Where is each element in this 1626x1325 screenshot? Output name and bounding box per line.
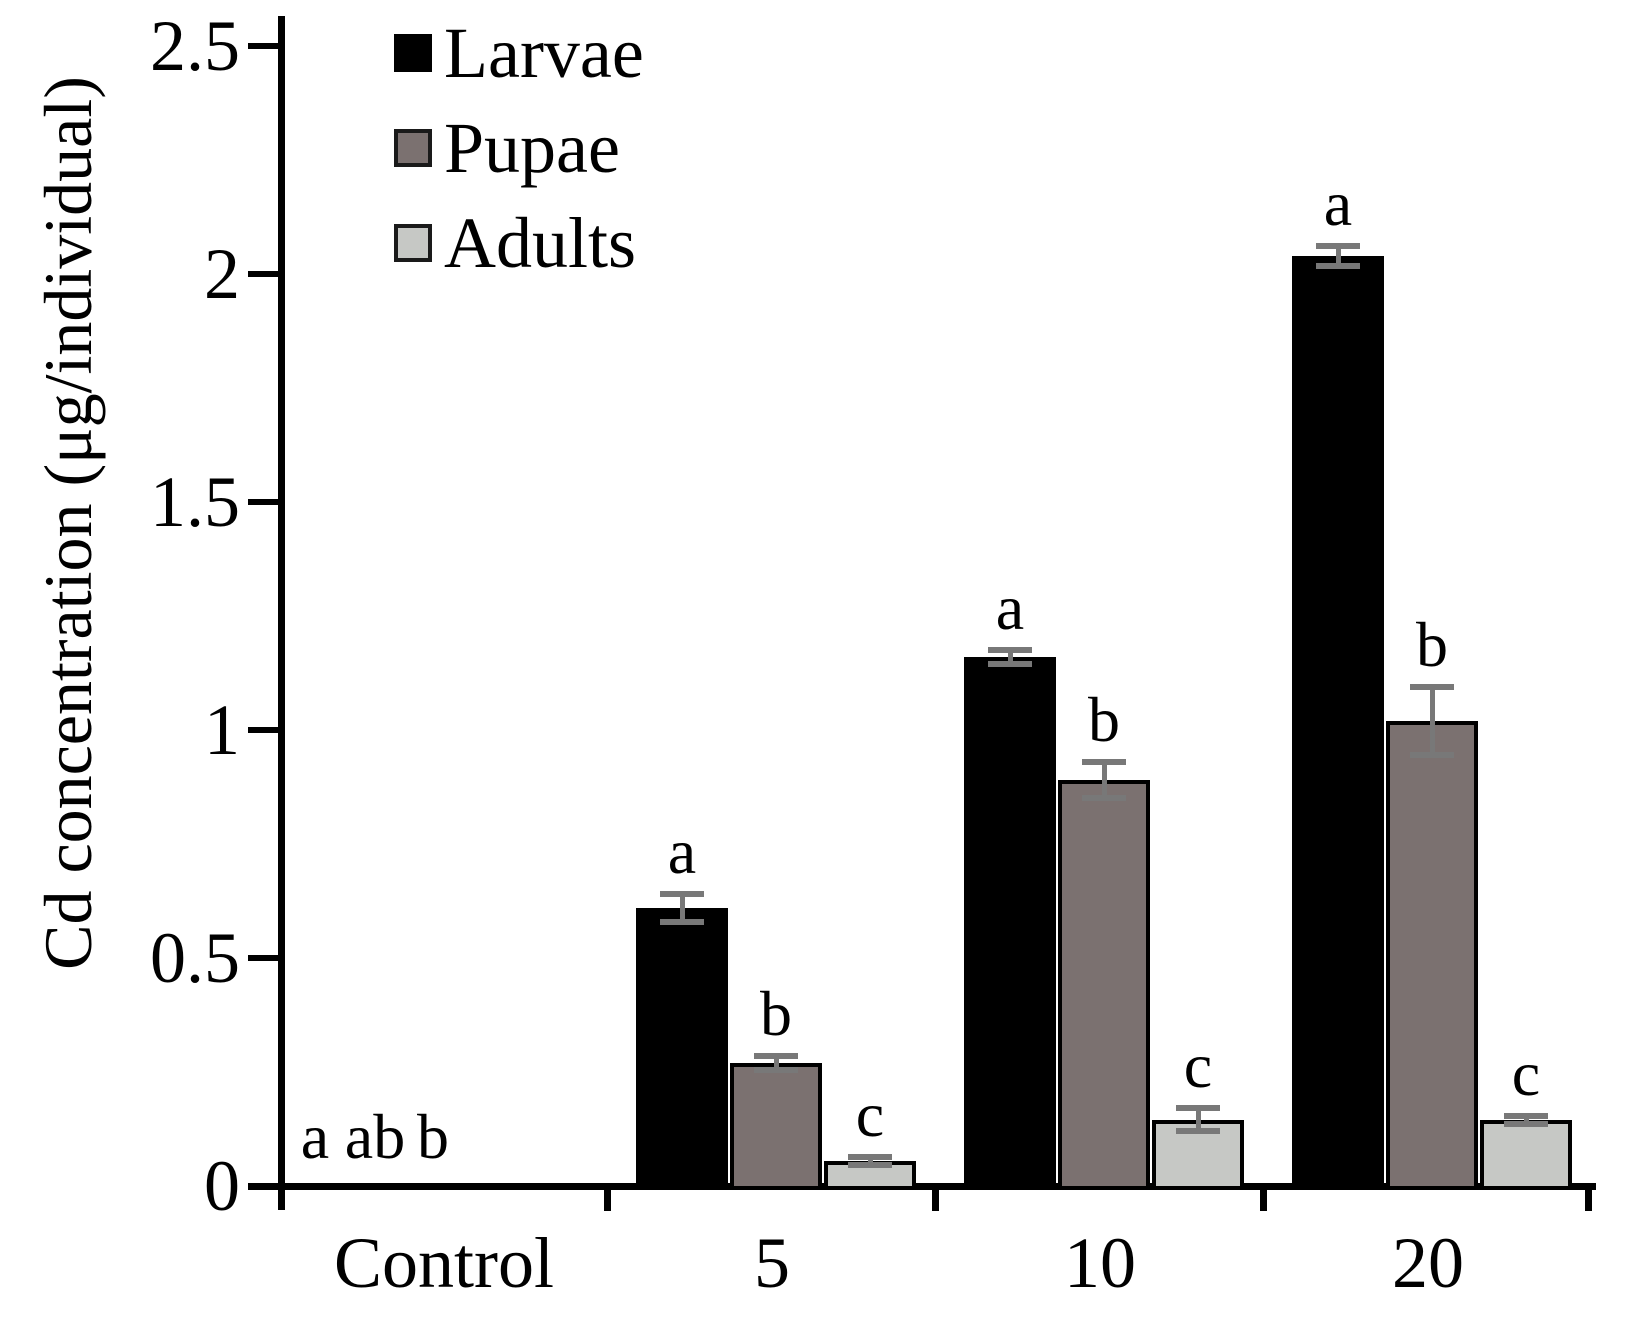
y-tick-2 [248,271,282,277]
x-category-label-10: 10 [1064,1223,1136,1303]
error-bar-cap [1316,262,1360,269]
y-tick-label: 1.5 [150,462,240,542]
error-bar-cap [754,1066,798,1073]
y-tick-label: 0 [204,1146,240,1226]
error-bar [1101,761,1107,799]
sig-letter: a [667,816,697,888]
error-bar-cap [988,660,1032,667]
x-boundary-tick [932,1183,939,1211]
y-tick-1 [248,727,282,733]
y-tick-label: 1 [204,690,240,770]
error-bar-cap [1176,1105,1220,1112]
error-bar-cap [754,1053,798,1060]
error-bar-cap [1176,1128,1220,1135]
error-bar-cap [1410,752,1454,759]
sig-letter: b [417,1101,449,1172]
y-tick-label: 2.5 [150,6,240,86]
error-bar [1523,1116,1529,1124]
bar-pupae-10 [1058,780,1150,1190]
sig-letter: a [995,572,1025,644]
y-tick-label: 0.5 [150,918,240,998]
legend-item-larvae: Larvae [394,15,644,91]
error-bar-cap [1410,683,1454,690]
y-tick-2.5 [248,43,282,49]
error-bar-cap [848,1161,892,1168]
error-bar-cap [1504,1113,1548,1120]
x-boundary-tick [1585,1183,1592,1211]
error-bar-cap [1082,795,1126,802]
legend-item-pupae: Pupae [394,110,620,186]
bar-larvae-20 [1292,255,1384,1190]
error-bar-cap [1504,1120,1548,1127]
error-bar [1429,686,1435,756]
sig-letter: b [1416,608,1448,680]
error-bar [1007,650,1013,664]
sig-letter: b [1088,683,1120,755]
error-bar-cap [660,918,704,925]
error-bar [1335,245,1341,266]
sig-letter: b [760,978,792,1050]
legend-label: Adults [444,203,637,283]
x-boundary-tick [1260,1183,1267,1211]
sig-letter: c [1183,1030,1213,1102]
x-axis-line [248,1183,1596,1190]
error-bar-cap [848,1154,892,1161]
legend-swatch-pupae-icon [394,129,432,167]
sig-letter: c [1511,1038,1541,1110]
legend-swatch-larvae-icon [394,34,432,72]
error-bar [1195,1108,1201,1132]
x-category-label-20: 20 [1392,1223,1464,1303]
legend-label: Larvae [444,13,644,93]
y-tick-0.5 [248,955,282,961]
legend-label: Pupae [444,108,620,188]
y-axis-line [278,16,285,1210]
y-tick-1.5 [248,499,282,505]
error-bar [679,894,685,922]
x-boundary-tick [604,1183,611,1211]
x-category-label-control: Control [333,1223,555,1303]
error-bar [867,1157,873,1165]
sig-letter: a [1323,167,1353,239]
error-bar-cap [1316,242,1360,249]
legend-swatch-adults-icon [394,224,432,262]
sig-letter: ab [344,1101,406,1172]
bar-larvae-5 [636,907,728,1190]
error-bar-cap [988,647,1032,654]
error-bar-cap [1082,758,1126,765]
bar-pupae-5 [730,1062,822,1190]
sig-letter: a [300,1101,330,1172]
bar-adults-20 [1480,1119,1572,1190]
error-bar-cap [660,891,704,898]
legend-item-adults: Adults [394,205,636,281]
bar-pupae-20 [1386,720,1478,1190]
bar-larvae-10 [964,657,1056,1190]
sig-letter: c [855,1079,885,1151]
y-tick-label: 2 [204,234,240,314]
x-category-label-5: 5 [754,1223,790,1303]
error-bar [773,1056,779,1070]
